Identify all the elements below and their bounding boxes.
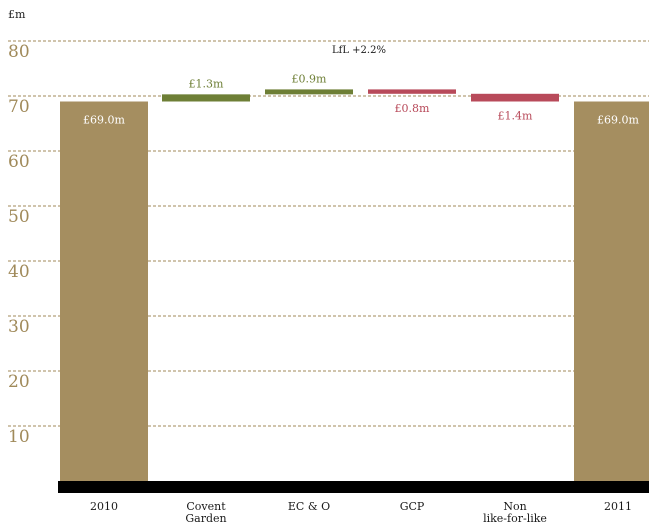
y-axis-unit-label: £m [8, 8, 26, 21]
data-label-3: £0.8m [395, 102, 430, 115]
data-label-5: £69.0m [597, 114, 639, 127]
x-axis-ticks: 2010 Covent Garden EC & O GCP Non like-for-lik… [90, 500, 632, 525]
x-axis-band [58, 481, 649, 493]
x-tick-label-4: Non like-for-like [483, 500, 547, 525]
x-tick-label-3: GCP [400, 500, 425, 513]
y-tick-label: 70 [8, 97, 30, 117]
lfl-annotation: LfL +2.2% [332, 45, 386, 56]
y-tick-label: 60 [8, 152, 30, 172]
bar-0 [60, 101, 148, 481]
y-tick-label: 80 [8, 42, 30, 62]
data-label-4: £1.4m [498, 110, 533, 123]
data-labels: £69.0m £1.3m £0.9m £0.8m £1.4m £69.0m [83, 72, 639, 126]
y-tick-label: 50 [8, 207, 30, 227]
x-tick-label-0: 2010 [90, 500, 118, 513]
x-tick-label-5: 2011 [604, 500, 632, 513]
y-tick-label: 20 [8, 372, 30, 392]
data-label-0: £69.0m [83, 114, 125, 127]
bar-2 [265, 89, 353, 95]
x-tick-label-1: Covent Garden [185, 500, 226, 525]
bar-3 [368, 89, 456, 94]
bar-5 [574, 101, 649, 481]
bar-1 [162, 94, 250, 102]
x-tick-label-2: EC & O [288, 500, 330, 513]
gridlines: 10 20 30 40 50 60 70 80 [8, 40, 649, 447]
bars [60, 89, 649, 481]
y-tick-label: 30 [8, 317, 30, 337]
y-tick-label: 40 [8, 262, 30, 282]
bar-4 [471, 93, 559, 102]
data-label-1: £1.3m [189, 77, 224, 90]
data-label-2: £0.9m [292, 72, 327, 85]
y-tick-label: 10 [8, 427, 30, 447]
